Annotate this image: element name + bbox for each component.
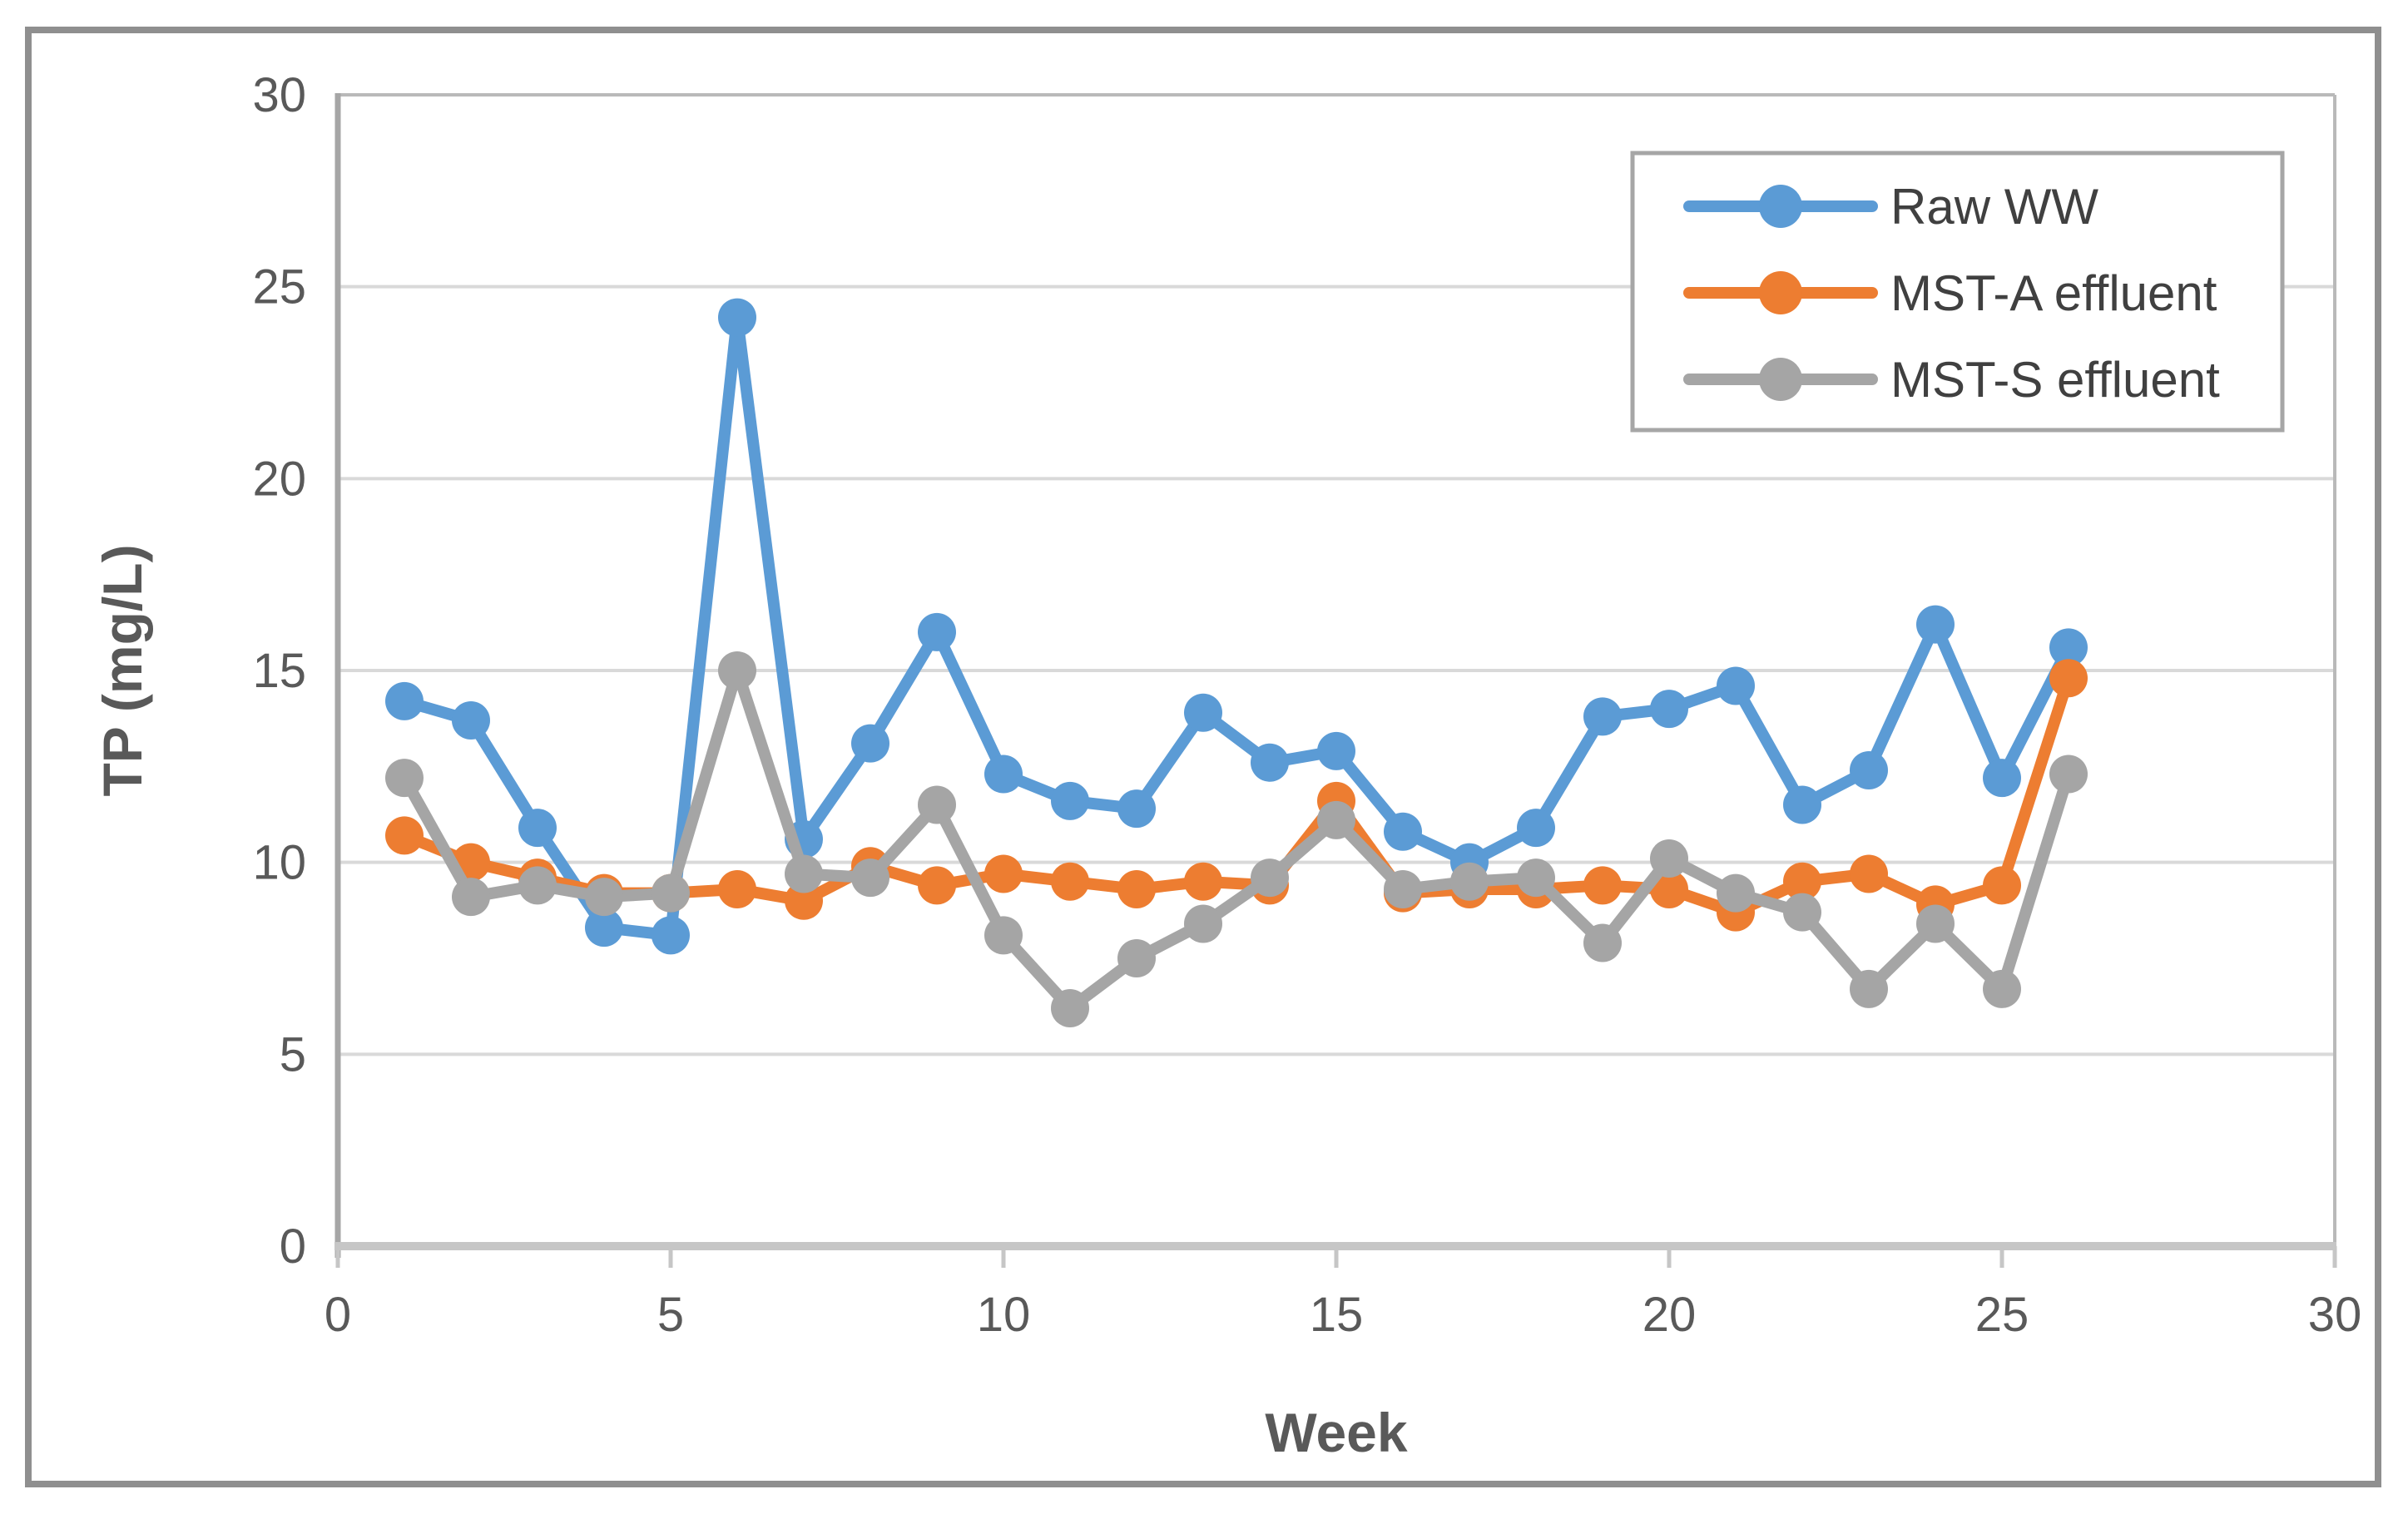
tick-labels: 0 5 10 15 20 25 30 0 5 10 15 20 25 30: [252, 68, 2361, 1342]
series-marker-mst-s-effluent-week-1: [385, 759, 424, 798]
series-marker-raw-ww-week-21: [1717, 666, 1755, 705]
series-marker-mst-s-effluent-week-26: [2049, 755, 2088, 794]
series-marker-mst-a-effluent-week-23: [1850, 854, 1888, 893]
series-marker-mst-s-effluent-week-4: [585, 878, 623, 917]
series-marker-mst-s-effluent-week-6: [718, 651, 756, 690]
series-marker-mst-s-effluent-week-17: [1450, 862, 1489, 901]
x-axis-title: Week: [1265, 1402, 1408, 1463]
series-marker-raw-ww-week-6: [718, 298, 756, 337]
series-marker-raw-ww-week-25: [1983, 759, 2021, 798]
x-tick-label-15: 15: [1310, 1288, 1364, 1342]
legend-label-mst-a: MST-A effluent: [1890, 265, 2217, 321]
series-marker-raw-ww-week-2: [452, 700, 490, 740]
series-marker-raw-ww-week-10: [984, 755, 1023, 794]
legend-marker-mst-s-effluent: [1759, 358, 1802, 401]
series-marker-mst-s-effluent-week-10: [984, 916, 1023, 955]
series-marker-raw-ww-week-3: [518, 809, 557, 848]
y-tick-label-15: 15: [252, 644, 306, 698]
series-marker-mst-s-effluent-week-24: [1916, 904, 1955, 943]
x-tick-label-5: 5: [657, 1288, 684, 1342]
series-marker-mst-s-effluent-week-20: [1650, 839, 1688, 878]
series-marker-mst-s-effluent-week-23: [1850, 969, 1888, 1008]
x-tick-label-30: 30: [2308, 1288, 2362, 1342]
series-marker-mst-a-effluent-week-13: [1184, 862, 1222, 901]
series-marker-mst-s-effluent-week-14: [1251, 858, 1289, 898]
series-marker-raw-ww-week-5: [652, 916, 690, 955]
series-marker-mst-s-effluent-week-5: [652, 873, 690, 913]
series-marker-mst-s-effluent-week-12: [1117, 939, 1156, 977]
series-marker-mst-a-effluent-week-22: [1783, 862, 1821, 901]
y-tick-label-20: 20: [252, 452, 306, 506]
series-marker-mst-s-effluent-week-9: [918, 785, 956, 824]
legend-label-mst-s: MST-S effluent: [1890, 352, 2220, 408]
figure-border: [25, 27, 2381, 1487]
series-marker-mst-a-effluent-week-1: [385, 816, 424, 855]
series-marker-raw-ww-week-14: [1251, 743, 1289, 782]
series-layer: [385, 298, 2088, 1027]
series-marker-raw-ww-week-4: [585, 908, 623, 947]
series-marker-raw-ww-week-23: [1850, 750, 1888, 789]
legend-marker-raw-ww: [1759, 185, 1802, 228]
series-marker-mst-s-effluent-week-2: [452, 878, 490, 917]
series-marker-raw-ww-week-22: [1783, 785, 1821, 824]
x-tick-label-25: 25: [1975, 1288, 2029, 1342]
series-marker-mst-a-effluent-week-26: [2049, 659, 2088, 698]
series-line-raw-ww: [399, 311, 2074, 942]
series-marker-mst-s-effluent-week-25: [1983, 969, 2021, 1008]
series-marker-raw-ww-week-16: [1384, 812, 1422, 851]
legend: Raw WW MST-A effluent MST-S effluent: [1630, 151, 2285, 433]
series-marker-mst-s-effluent-week-15: [1317, 800, 1355, 839]
series-marker-raw-ww-week-18: [1517, 809, 1555, 848]
series-marker-mst-s-effluent-week-21: [1717, 873, 1755, 913]
y-tick-label-25: 25: [252, 260, 306, 314]
series-marker-mst-a-effluent-week-10: [984, 854, 1023, 893]
series-marker-raw-ww-week-15: [1317, 731, 1355, 770]
series-marker-raw-ww-week-13: [1184, 693, 1222, 732]
series-marker-raw-ww-week-20: [1650, 690, 1688, 729]
series-marker-mst-s-effluent-week-7: [785, 854, 823, 893]
plot-frame: [334, 93, 2337, 1268]
series-marker-mst-a-effluent-week-6: [718, 869, 756, 908]
series-marker-raw-ww-week-11: [1051, 781, 1089, 820]
series-marker-mst-s-effluent-week-3: [518, 866, 557, 905]
y-axis-title: TP (mg/L): [92, 544, 153, 796]
series-marker-raw-ww-week-24: [1916, 605, 1955, 644]
series-marker-raw-ww-week-8: [851, 724, 889, 763]
series-marker-mst-s-effluent-week-11: [1051, 988, 1089, 1027]
series-marker-mst-a-effluent-week-11: [1051, 862, 1089, 901]
legend-marker-mst-a-effluent: [1759, 271, 1802, 314]
series-marker-mst-s-effluent-week-19: [1583, 923, 1622, 962]
series-line-mst-s-effluent: [399, 665, 2074, 1014]
x-tick-label-10: 10: [977, 1288, 1031, 1342]
series-marker-mst-s-effluent-week-18: [1517, 858, 1555, 898]
series-marker-mst-a-effluent-week-9: [918, 866, 956, 905]
series-marker-mst-s-effluent-week-22: [1783, 893, 1821, 932]
series-marker-mst-a-effluent-week-7: [785, 881, 823, 920]
legend-label-raw-ww: Raw WW: [1890, 179, 2098, 235]
y-tick-label-10: 10: [252, 836, 306, 890]
series-marker-mst-a-effluent-week-19: [1583, 866, 1622, 905]
series-marker-raw-ww-week-9: [918, 612, 956, 651]
series-marker-mst-s-effluent-week-8: [851, 858, 889, 898]
y-tick-label-0: 0: [280, 1220, 306, 1274]
legend-markers: [1683, 185, 1878, 401]
y-tick-label-5: 5: [280, 1027, 306, 1081]
y-tick-label-30: 30: [252, 68, 306, 122]
series-marker-mst-a-effluent-week-25: [1983, 866, 2021, 905]
series-marker-raw-ww-week-26: [2049, 628, 2088, 667]
x-tick-label-20: 20: [1642, 1288, 1697, 1342]
series-marker-raw-ww-week-1: [385, 681, 424, 720]
x-tick-label-0: 0: [325, 1288, 351, 1342]
series-marker-mst-s-effluent-week-13: [1184, 904, 1222, 943]
series-marker-mst-s-effluent-week-16: [1384, 869, 1422, 908]
series-marker-raw-ww-week-12: [1117, 789, 1156, 829]
series-marker-raw-ww-week-19: [1583, 697, 1622, 736]
series-marker-mst-a-effluent-week-12: [1117, 869, 1156, 908]
